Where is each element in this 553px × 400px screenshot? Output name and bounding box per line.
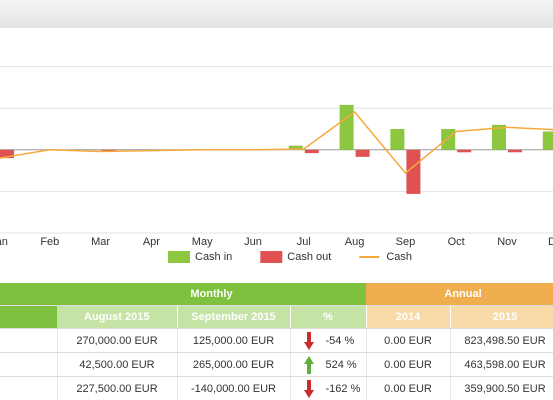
table-cell: 823,498.50 EUR	[450, 328, 553, 353]
cell-text: -162 %	[325, 382, 361, 395]
bar	[457, 149, 472, 153]
cell-text: 0.00 EUR	[384, 382, 432, 395]
trend-arrow	[303, 355, 314, 374]
cell-text: 524 %	[325, 358, 357, 371]
corner-cell	[0, 283, 57, 306]
cell-text: 0.00 EUR	[384, 358, 432, 371]
chart: Jan Feb Mar Apr May Jun Jul Aug Sep Oct Nov Dec Cash…	[0, 0, 553, 263]
trend-arrow	[303, 331, 314, 350]
table-cell: 524 %	[290, 352, 367, 377]
table-cell: 0.00 EUR	[366, 328, 451, 353]
x-tick-label: Apr	[143, 236, 160, 248]
bar	[542, 131, 553, 150]
x-tick-label: Jul	[297, 236, 311, 248]
legend-label: Cash out	[287, 251, 331, 263]
summary-table: Monthly Annual August 2015 September 2015…	[0, 283, 553, 400]
cell-text: 42,500.00 EUR	[79, 358, 155, 371]
legend-label: Cash	[386, 251, 412, 263]
cell-text: 265,000.00 EUR	[192, 358, 275, 371]
table-cell: 0.00 EUR	[366, 352, 451, 377]
cell-text: 227,500.00 EUR	[76, 382, 158, 395]
x-tick-label: Jun	[244, 236, 262, 248]
group-header: Annual	[366, 283, 553, 306]
bar	[339, 104, 354, 150]
cell-text: -140,000.00 EUR	[191, 382, 276, 395]
bar	[390, 129, 405, 150]
x-tick-label: Feb	[40, 236, 59, 248]
corner-cell	[0, 305, 57, 329]
table-cell: 463,598.00 EUR	[450, 352, 553, 377]
cell-text: 823,498.50 EUR	[464, 334, 546, 347]
cell-text: -54 %	[325, 334, 355, 347]
column-header: %	[290, 305, 367, 329]
x-tick-label: Sep	[396, 236, 416, 248]
table-cell: 42,500.00 EUR	[57, 352, 178, 377]
x-tick-label: Dec	[548, 236, 553, 248]
row-label	[0, 352, 58, 377]
cell-text: 125,000.00 EUR	[192, 334, 275, 347]
table-cell: -54 %	[290, 328, 367, 353]
row-label	[0, 328, 58, 353]
panel-header	[0, 0, 553, 28]
bar	[0, 149, 14, 159]
bar	[441, 129, 456, 150]
group-header: Monthly	[57, 283, 367, 306]
bar	[406, 149, 421, 194]
legend-swatch	[260, 251, 283, 263]
column-header: August 2015	[57, 305, 178, 329]
table-cell: -140,000.00 EUR	[177, 376, 291, 400]
bar	[304, 149, 319, 154]
legend-swatch	[168, 251, 190, 263]
cell-text: 270,000.00 EUR	[76, 334, 158, 347]
line	[0, 110, 553, 175]
x-tick-label: Jan	[0, 236, 8, 248]
x-tick-label: Nov	[497, 236, 517, 248]
table-cell: -162 %	[290, 376, 367, 400]
legend-label: Cash in	[195, 251, 232, 263]
table-row: 42,500.00 EUR 265,000.00 EUR 524 % 0.00 EUR…	[0, 352, 553, 377]
x-tick-label: May	[192, 236, 213, 248]
cell-text: 463,598.00 EUR	[464, 358, 546, 371]
table-cell: 0.00 EUR	[366, 376, 451, 400]
bar	[508, 149, 522, 153]
table-cell: 125,000.00 EUR	[177, 328, 291, 353]
column-header: 2015	[450, 305, 553, 329]
table-cell: 359,900.50 EUR	[450, 376, 553, 400]
table-row: 270,000.00 EUR 125,000.00 EUR -54 % 0.00 EU…	[0, 328, 553, 353]
x-tick-label: Aug	[345, 236, 365, 248]
cell-text: 0.00 EUR	[384, 334, 432, 347]
table-cell: 265,000.00 EUR	[177, 352, 291, 377]
row-label	[0, 376, 58, 400]
bar	[355, 149, 370, 157]
x-tick-label: Oct	[448, 236, 465, 248]
table-cell: 227,500.00 EUR	[57, 376, 178, 400]
table-cell: 270,000.00 EUR	[57, 328, 178, 353]
bar	[288, 145, 303, 150]
column-header: 2014	[366, 305, 451, 329]
bar	[492, 124, 506, 150]
trend-arrow	[303, 379, 314, 398]
cell-text: 359,900.50 EUR	[464, 382, 546, 395]
column-header: September 2015	[177, 305, 291, 329]
x-tick-label: Mar	[91, 236, 110, 248]
table-row: 227,500.00 EUR -140,000.00 EUR -162 % 0.00 …	[0, 376, 553, 400]
